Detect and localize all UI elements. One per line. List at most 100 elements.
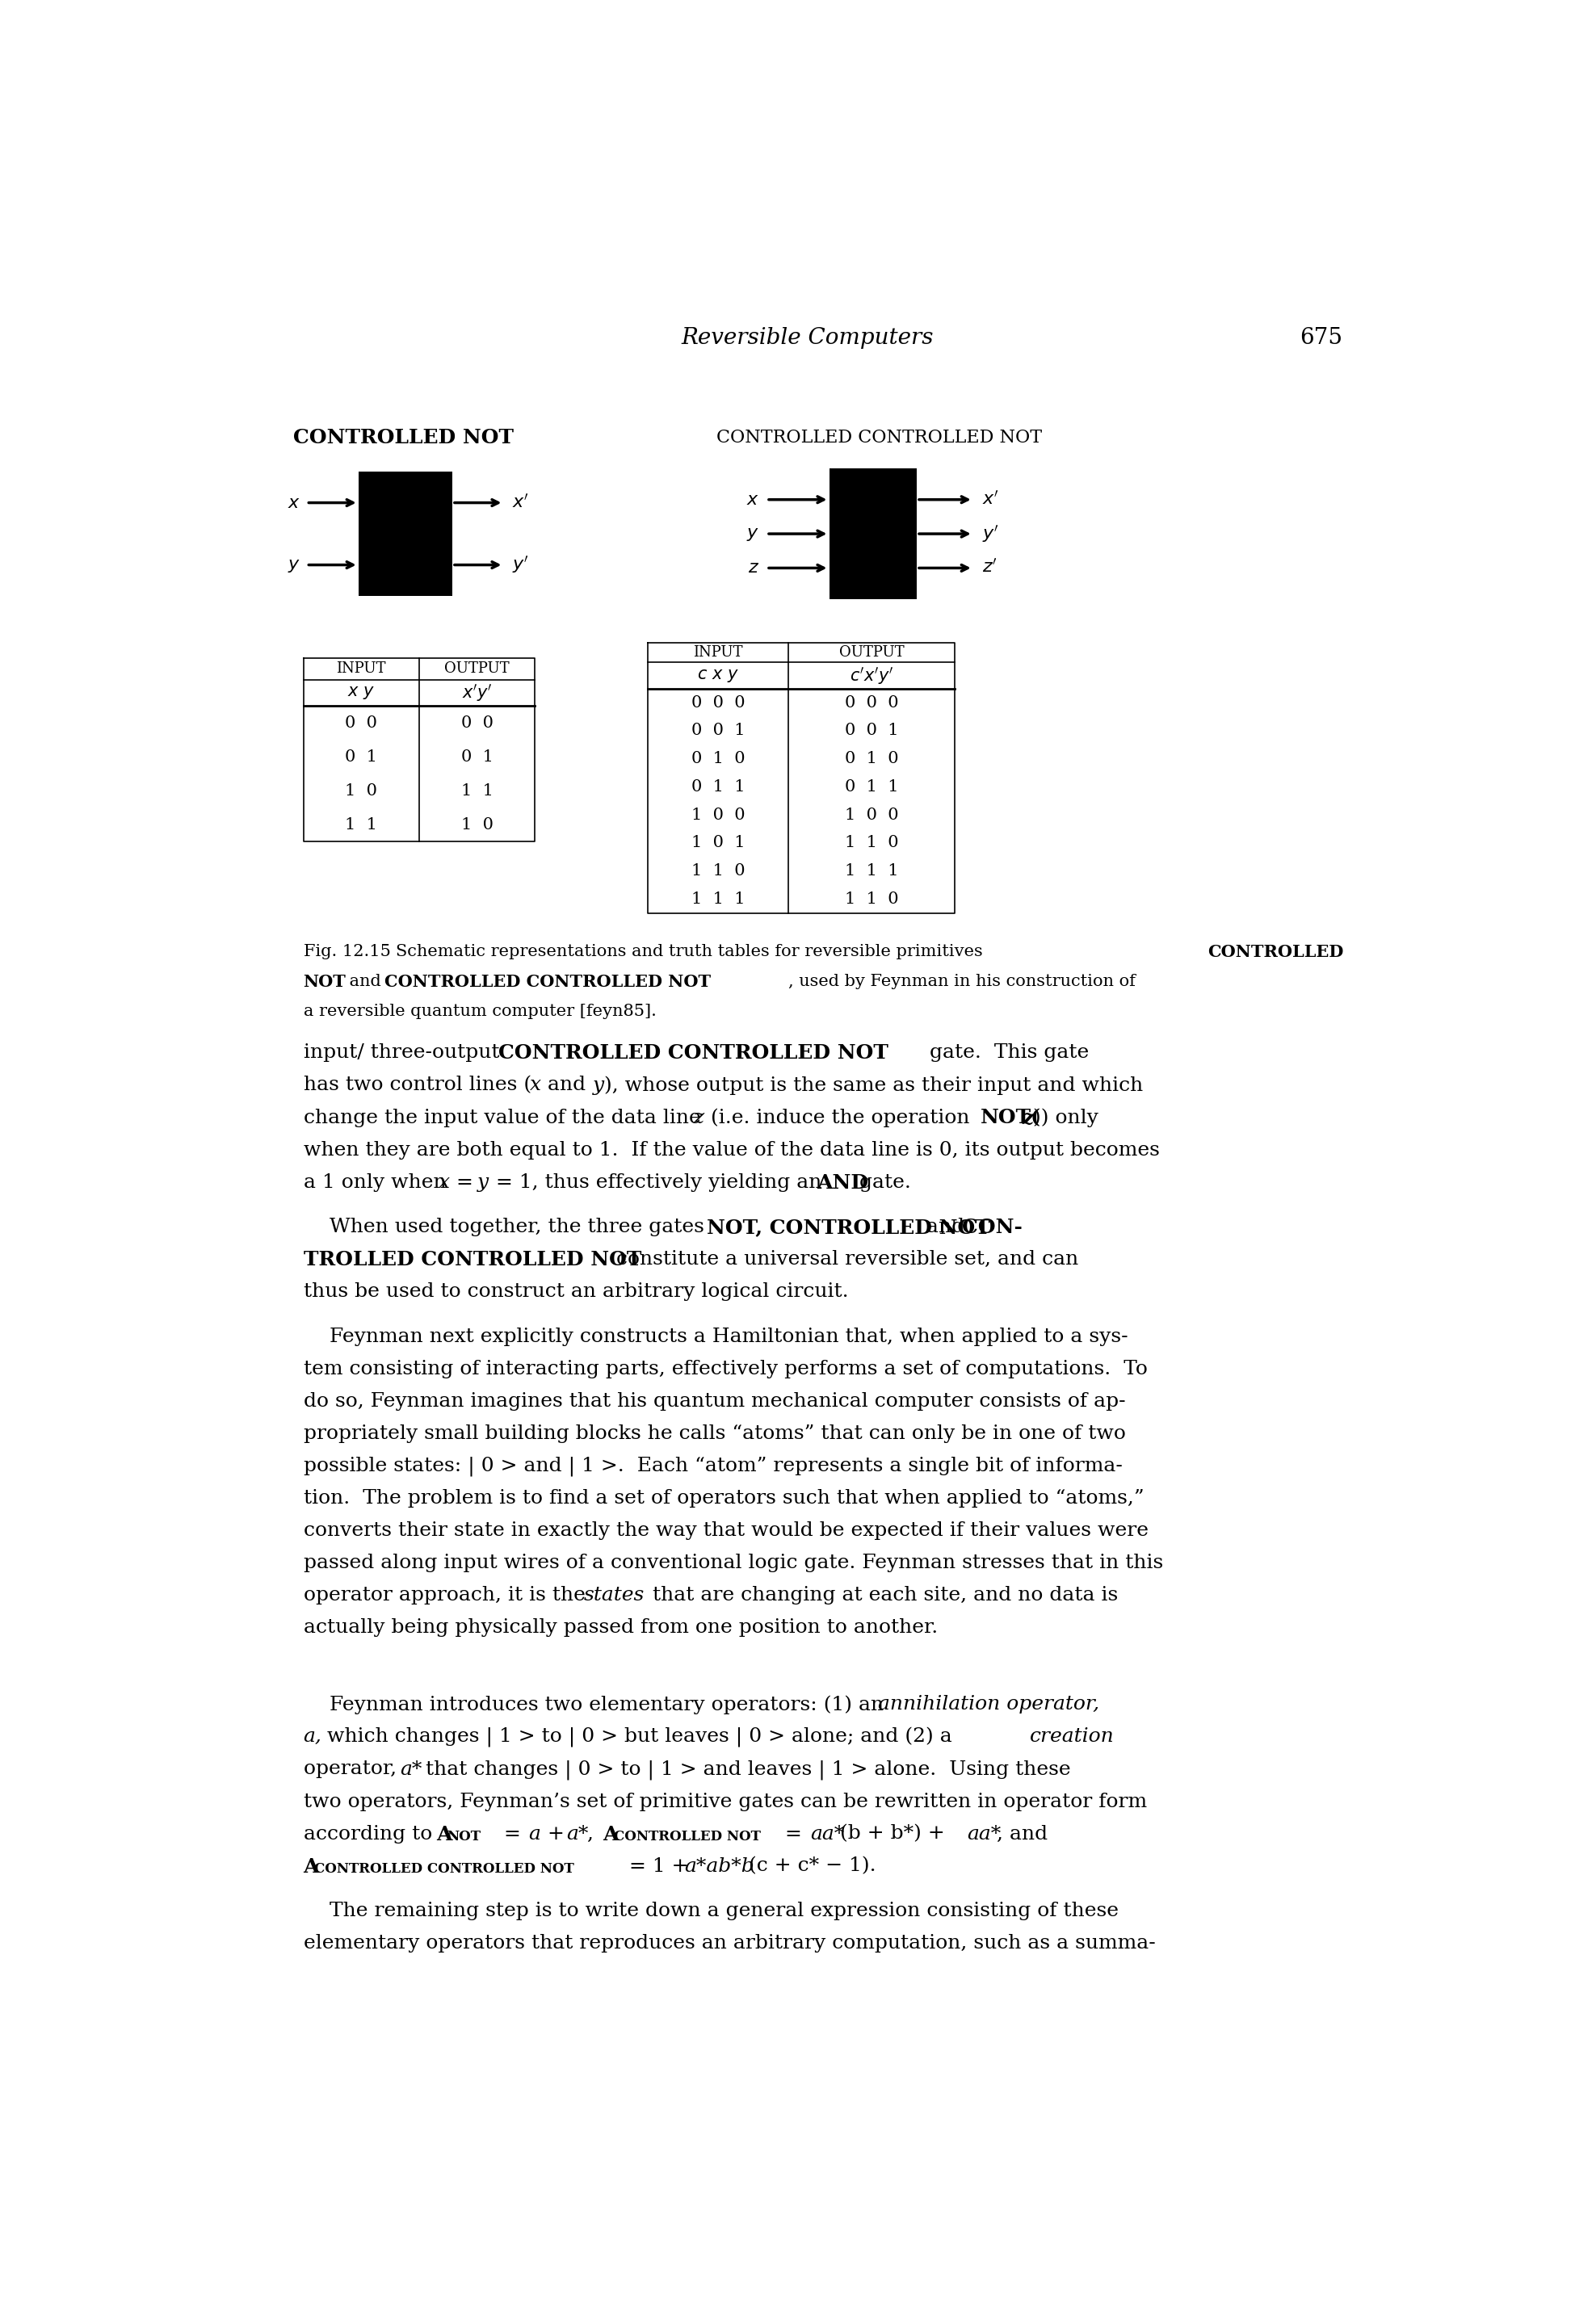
Text: a,: a, xyxy=(304,1727,321,1745)
Text: Schematic representations and truth tables for reversible primitives: Schematic representations and truth tabl… xyxy=(395,944,988,960)
Text: z: z xyxy=(693,1109,704,1127)
Text: $y$: $y$ xyxy=(287,555,301,574)
Text: converts their state in exactly the way that would be expected if their values w: converts their state in exactly the way … xyxy=(304,1522,1148,1541)
Text: possible states: | 0 > and | 1 >.  Each “atom” represents a single bit of inform: possible states: | 0 > and | 1 >. Each “… xyxy=(304,1457,1121,1476)
Text: =: = xyxy=(498,1824,528,1843)
Text: A: A xyxy=(603,1824,619,1843)
Text: INPUT: INPUT xyxy=(693,646,743,660)
Text: a*: a* xyxy=(565,1824,589,1843)
Text: 1  0: 1 0 xyxy=(461,818,493,832)
Text: Fig. 12.15: Fig. 12.15 xyxy=(304,944,391,960)
Text: a 1 only when: a 1 only when xyxy=(304,1174,452,1192)
Text: 1  1  0: 1 1 0 xyxy=(844,892,898,906)
Text: actually being physically passed from one position to another.: actually being physically passed from on… xyxy=(304,1618,937,1636)
Text: OUTPUT: OUTPUT xyxy=(444,662,510,676)
Text: 1  1  1: 1 1 1 xyxy=(844,862,898,878)
Text: creation: creation xyxy=(1030,1727,1114,1745)
Text: gate.: gate. xyxy=(854,1174,910,1192)
Text: and: and xyxy=(920,1218,970,1236)
Text: propriate​ly small building blocks he calls “atoms” that can only be in one of t: propriate​ly small building blocks he ca… xyxy=(304,1425,1126,1443)
Text: $z'$: $z'$ xyxy=(981,560,997,576)
Text: input/ three-output: input/ three-output xyxy=(304,1043,506,1062)
Text: gate.  This gate: gate. This gate xyxy=(923,1043,1088,1062)
Text: CONTROLLED NOT: CONTROLLED NOT xyxy=(614,1829,761,1843)
Text: CONTROLLED CONTROLLED NOT: CONTROLLED CONTROLLED NOT xyxy=(717,428,1043,446)
Text: y: y xyxy=(592,1076,603,1095)
Text: has two control lines (: has two control lines ( xyxy=(304,1076,531,1095)
Text: according to: according to xyxy=(304,1824,438,1843)
Text: $z$: $z$ xyxy=(748,560,759,576)
Text: $x'$: $x'$ xyxy=(512,493,529,511)
Text: 0  0  0: 0 0 0 xyxy=(691,695,745,711)
Text: CONTROLLED CONTROLLED NOT: CONTROLLED CONTROLLED NOT xyxy=(499,1043,888,1062)
Text: +: + xyxy=(542,1824,570,1843)
Text: $x'y'$: $x'y'$ xyxy=(461,683,493,704)
Text: Feynman next explicitly constructs a Hamiltonian that, when applied to a sys-: Feynman next explicitly constructs a Ham… xyxy=(304,1327,1128,1346)
Text: $x$: $x$ xyxy=(287,493,301,511)
Text: NOT: NOT xyxy=(304,974,346,990)
Text: 0  0: 0 0 xyxy=(345,716,378,730)
Text: aa*: aa* xyxy=(967,1824,1002,1843)
Text: $y'$: $y'$ xyxy=(512,555,529,576)
Text: elementary operators that reproduces an arbitrary computation, such as a summa-: elementary operators that reproduces an … xyxy=(304,1934,1154,1952)
Text: CON-: CON- xyxy=(962,1218,1022,1236)
Text: operator,: operator, xyxy=(304,1759,403,1778)
Text: 0  0: 0 0 xyxy=(461,716,493,730)
Text: operator approach, it is the: operator approach, it is the xyxy=(304,1585,592,1604)
Text: 0  1  0: 0 1 0 xyxy=(844,751,898,767)
Text: 0  1  1: 0 1 1 xyxy=(691,779,745,795)
Text: aa*: aa* xyxy=(810,1824,844,1843)
Text: do so, Feynman imagines that his quantum mechanical computer consists of ap-: do so, Feynman imagines that his quantum… xyxy=(304,1392,1125,1411)
Text: 1  1  0: 1 1 0 xyxy=(844,834,898,851)
Text: change the input value of the data line: change the input value of the data line xyxy=(304,1109,707,1127)
Text: AND: AND xyxy=(816,1174,868,1192)
Text: constitute a universal reversible set, and can: constitute a universal reversible set, a… xyxy=(610,1250,1079,1269)
Text: A: A xyxy=(436,1824,452,1843)
Text: ), whose output is the same as their input and which: ), whose output is the same as their inp… xyxy=(603,1076,1143,1095)
Text: Feynman introduces two elementary operators: (1) an: Feynman introduces two elementary operat… xyxy=(304,1694,890,1715)
Text: (b + b*) +: (b + b*) + xyxy=(841,1824,951,1843)
Text: x: x xyxy=(438,1174,450,1192)
Text: = 1, thus effectively yielding an: = 1, thus effectively yielding an xyxy=(490,1174,828,1192)
Text: OUTPUT: OUTPUT xyxy=(839,646,904,660)
Text: =: = xyxy=(780,1824,810,1843)
Text: 1  0  1: 1 0 1 xyxy=(691,834,745,851)
Text: INPUT: INPUT xyxy=(337,662,386,676)
Text: $c'x'y'$: $c'x'y'$ xyxy=(849,665,893,686)
Text: 675: 675 xyxy=(1299,328,1342,349)
Text: thus be used to construct an arbitrary logical circuit.: thus be used to construct an arbitrary l… xyxy=(304,1283,849,1301)
Text: 0  0  0: 0 0 0 xyxy=(844,695,898,711)
Text: 1  1  0: 1 1 0 xyxy=(691,862,745,878)
Text: 1  1  1: 1 1 1 xyxy=(691,892,745,906)
Text: 1  0: 1 0 xyxy=(345,783,378,799)
Bar xyxy=(359,472,452,595)
Text: CONTROLLED: CONTROLLED xyxy=(1208,944,1343,960)
Text: y: y xyxy=(477,1174,488,1192)
Text: x: x xyxy=(529,1076,542,1095)
Text: = 1 +: = 1 + xyxy=(622,1857,695,1875)
Text: 1  1: 1 1 xyxy=(345,818,378,832)
Text: states: states xyxy=(584,1585,644,1604)
Text: (i.e. induce the operation: (i.e. induce the operation xyxy=(704,1109,976,1127)
Text: CONTROLLED NOT: CONTROLLED NOT xyxy=(293,428,513,446)
Text: that changes | 0 > to | 1 > and leaves | 1 > alone.  Using these: that changes | 0 > to | 1 > and leaves |… xyxy=(419,1759,1071,1780)
Text: and: and xyxy=(343,974,386,990)
Text: $y$: $y$ xyxy=(747,525,759,544)
Text: 0  0  1: 0 0 1 xyxy=(844,723,898,739)
Text: that are changing at each site, and no data is: that are changing at each site, and no d… xyxy=(646,1585,1118,1604)
Text: NOT, CONTROLLED NOT: NOT, CONTROLLED NOT xyxy=(707,1218,991,1236)
Text: tem consisting of interacting parts, effectively performs a set of computations.: tem consisting of interacting parts, eff… xyxy=(304,1360,1147,1378)
Text: TROLLED CONTROLLED NOT: TROLLED CONTROLLED NOT xyxy=(304,1250,641,1269)
Bar xyxy=(828,469,917,600)
Text: CONTROLLED CONTROLLED NOT: CONTROLLED CONTROLLED NOT xyxy=(384,974,710,990)
Text: $x'$: $x'$ xyxy=(981,490,999,509)
Text: z: z xyxy=(1022,1109,1033,1127)
Text: a*: a* xyxy=(400,1759,422,1778)
Text: The remaining step is to write down a general expression consisting of these: The remaining step is to write down a ge… xyxy=(304,1901,1118,1920)
Text: annihilation operator,: annihilation operator, xyxy=(877,1694,1099,1713)
Text: a: a xyxy=(529,1824,540,1843)
Text: $c\ x\ y$: $c\ x\ y$ xyxy=(698,667,739,683)
Text: two operators, Feynman’s set of primitive gates can be rewritten in operator for: two operators, Feynman’s set of primitiv… xyxy=(304,1792,1147,1810)
Text: =: = xyxy=(450,1174,479,1192)
Text: NOT: NOT xyxy=(447,1829,482,1843)
